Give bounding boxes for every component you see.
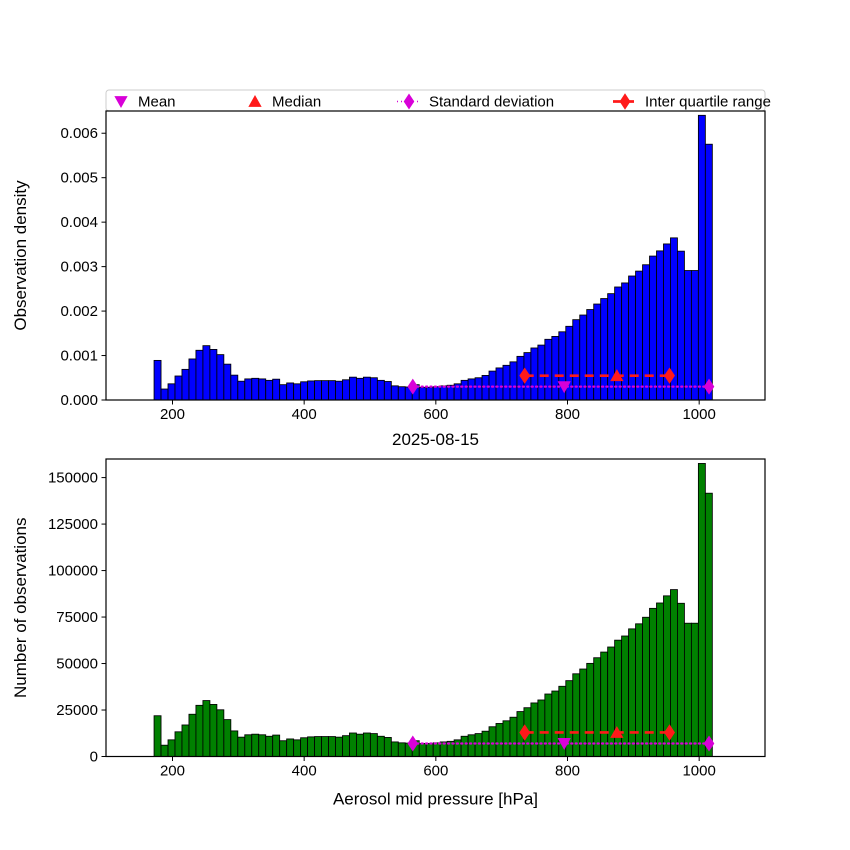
- svg-text:0.006: 0.006: [60, 125, 98, 142]
- svg-text:0.001: 0.001: [60, 348, 98, 365]
- svg-text:200: 200: [160, 406, 185, 423]
- svg-text:Number of observations: Number of observations: [11, 518, 30, 698]
- svg-text:Standard deviation: Standard deviation: [429, 94, 554, 111]
- svg-text:400: 400: [292, 406, 317, 423]
- svg-text:400: 400: [292, 763, 317, 780]
- svg-text:Aerosol mid pressure [hPa]: Aerosol mid pressure [hPa]: [333, 790, 538, 809]
- svg-text:0.003: 0.003: [60, 259, 98, 276]
- svg-text:800: 800: [555, 763, 580, 780]
- svg-text:125000: 125000: [48, 516, 98, 533]
- svg-text:Inter quartile range: Inter quartile range: [645, 94, 771, 111]
- svg-text:Observation density: Observation density: [11, 180, 30, 331]
- svg-text:100000: 100000: [48, 563, 98, 580]
- svg-text:0.004: 0.004: [60, 214, 98, 231]
- svg-text:Median: Median: [272, 94, 321, 111]
- svg-text:Mean: Mean: [138, 94, 176, 111]
- svg-text:0.005: 0.005: [60, 170, 98, 187]
- svg-text:600: 600: [423, 763, 448, 780]
- svg-text:150000: 150000: [48, 470, 98, 487]
- svg-text:50000: 50000: [56, 656, 98, 673]
- svg-text:1000: 1000: [682, 406, 715, 423]
- svg-text:2025-08-15: 2025-08-15: [392, 430, 479, 449]
- svg-text:0.000: 0.000: [60, 392, 98, 409]
- svg-text:0.002: 0.002: [60, 303, 98, 320]
- svg-text:1000: 1000: [682, 763, 715, 780]
- svg-text:600: 600: [423, 406, 448, 423]
- svg-text:25000: 25000: [56, 702, 98, 719]
- svg-text:75000: 75000: [56, 609, 98, 626]
- svg-text:200: 200: [160, 763, 185, 780]
- svg-text:800: 800: [555, 406, 580, 423]
- svg-text:0: 0: [90, 749, 98, 766]
